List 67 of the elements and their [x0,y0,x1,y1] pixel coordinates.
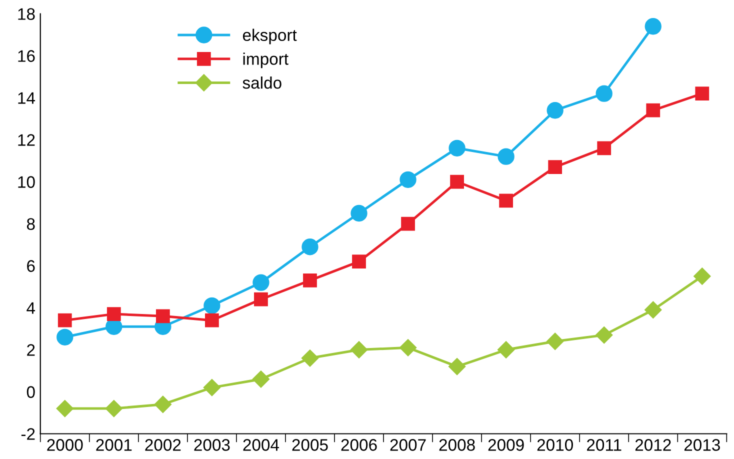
x-tick-label: 2013 [684,439,720,451]
point [694,268,711,285]
legend-label: eksport [242,28,297,44]
y-tick-label: 10 [18,176,35,188]
point [350,204,368,222]
y-tick-label: 16 [18,50,35,62]
point [105,400,122,418]
x-tick-label: 2011 [587,439,622,451]
x-tick-label: 2004 [243,439,280,451]
x-tick-label: 2002 [145,439,181,451]
x-tick-label: 2000 [47,439,83,451]
point [498,341,515,358]
point [56,400,74,418]
point [254,292,268,306]
y-tick-label: 12 [18,134,35,146]
point [546,332,564,350]
point [644,301,662,318]
y-tick-label: 0 [26,386,35,398]
x-tick-label: 2008 [439,439,475,451]
point [58,313,72,328]
point [106,307,121,322]
y-tick-label: 4 [26,302,36,314]
point [303,274,317,288]
point [154,396,172,413]
y-tick-label: 14 [18,92,36,104]
point [596,326,613,344]
point [644,18,662,35]
point [302,238,318,256]
point [546,102,564,119]
point [399,339,417,356]
x-tick-label: 2006 [341,439,377,451]
y-tick-label: 18 [18,8,35,20]
point [448,358,466,376]
legend-label: import [243,52,288,68]
point [548,160,562,174]
point [401,216,415,231]
point [499,194,514,208]
point [156,309,170,324]
legend-label: saldo [242,76,282,89]
x-tick-label: 2012 [635,439,671,451]
point [448,140,466,156]
point [450,174,464,189]
x-tick-label: 2003 [194,439,230,451]
point [301,350,319,367]
x-tick-label: 2007 [390,439,426,451]
x-tick-label: 2005 [292,439,328,451]
x-tick-label: 2010 [537,439,573,451]
x-tick-label: 2009 [488,439,524,451]
point [596,85,612,102]
point [498,148,514,165]
x-tick-label: 2001 [96,439,132,451]
point [204,297,220,314]
point [350,341,368,358]
point [646,103,660,118]
point [56,328,74,346]
point [400,171,416,188]
y-tick-label: -2 [21,428,35,440]
point [203,379,220,396]
point [252,370,270,388]
point [205,313,219,328]
point [597,141,612,156]
y-tick-label: 8 [26,218,35,230]
y-tick-label: 6 [27,260,35,272]
point [695,86,710,101]
y-tick-label: 2 [27,344,35,356]
point [352,254,366,269]
point [252,274,270,291]
